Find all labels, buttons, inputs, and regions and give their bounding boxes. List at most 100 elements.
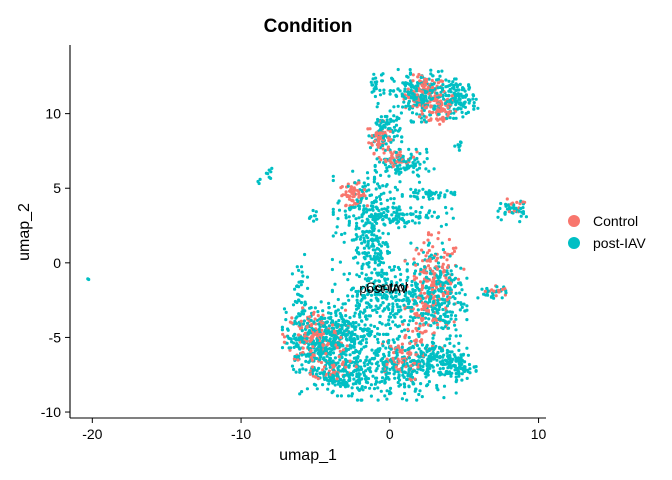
point-post-iav <box>323 337 327 341</box>
point-post-iav <box>446 366 450 370</box>
point-post-iav <box>471 104 476 108</box>
point-post-iav <box>395 221 399 225</box>
point-post-iav <box>330 289 334 294</box>
point-control <box>391 156 395 160</box>
point-post-iav <box>388 190 392 194</box>
point-control <box>512 209 516 213</box>
point-post-iav <box>368 386 372 390</box>
point-post-iav <box>456 366 461 371</box>
point-post-iav <box>397 147 401 151</box>
point-post-iav <box>498 206 502 211</box>
point-post-iav <box>334 310 338 314</box>
point-post-iav <box>378 293 382 297</box>
point-control <box>366 127 370 131</box>
point-post-iav <box>346 278 350 282</box>
point-control <box>386 145 390 149</box>
point-post-iav <box>369 383 373 387</box>
point-post-iav <box>372 324 377 329</box>
point-post-iav <box>439 255 443 259</box>
point-post-iav <box>417 180 422 184</box>
point-post-iav <box>389 197 393 201</box>
point-post-iav <box>399 111 403 115</box>
point-post-iav <box>363 323 367 327</box>
point-post-iav <box>439 191 443 195</box>
point-post-iav <box>432 167 436 171</box>
point-post-iav <box>356 246 360 250</box>
point-post-iav <box>476 296 480 300</box>
point-post-iav <box>383 134 387 138</box>
point-post-iav <box>330 267 334 272</box>
point-post-iav <box>303 300 307 304</box>
point-post-iav <box>301 312 306 316</box>
point-post-iav <box>421 250 425 254</box>
point-control <box>290 321 294 325</box>
point-post-iav <box>461 353 465 357</box>
point-post-iav <box>438 367 442 371</box>
point-post-iav <box>414 387 418 391</box>
point-post-iav <box>460 110 464 114</box>
point-post-iav <box>427 348 431 353</box>
point-post-iav <box>315 338 319 342</box>
point-control <box>353 188 357 192</box>
point-post-iav <box>389 268 394 272</box>
point-post-iav <box>397 324 401 328</box>
point-post-iav <box>392 340 396 344</box>
point-post-iav <box>430 214 434 218</box>
point-post-iav <box>421 365 425 369</box>
point-control <box>309 369 313 373</box>
point-post-iav <box>327 382 331 386</box>
point-post-iav <box>422 108 426 112</box>
point-control <box>439 79 443 83</box>
point-post-iav <box>396 104 400 108</box>
point-post-iav <box>373 212 377 216</box>
point-post-iav <box>394 93 398 97</box>
point-post-iav <box>367 246 371 250</box>
point-post-iav <box>454 391 458 395</box>
point-post-iav <box>486 293 490 297</box>
point-post-iav <box>467 87 471 91</box>
point-control <box>436 81 440 85</box>
point-post-iav <box>416 173 420 177</box>
point-post-iav <box>386 209 390 213</box>
point-post-iav <box>365 317 369 321</box>
point-post-iav <box>402 375 406 379</box>
legend: Control post-IAV <box>568 213 646 251</box>
point-post-iav <box>340 325 344 329</box>
point-control <box>430 78 434 83</box>
point-post-iav <box>450 207 454 211</box>
point-control <box>321 321 325 325</box>
point-control <box>383 130 387 134</box>
point-post-iav <box>409 152 413 156</box>
point-post-iav <box>315 318 319 322</box>
point-control <box>403 259 407 263</box>
point-post-iav <box>356 289 360 293</box>
point-post-iav <box>412 194 416 198</box>
point-post-iav <box>367 279 371 283</box>
point-post-iav <box>465 376 469 380</box>
point-post-iav <box>448 363 452 367</box>
point-post-iav <box>313 349 317 353</box>
point-post-iav <box>457 143 461 147</box>
point-control <box>381 147 385 151</box>
point-post-iav <box>416 84 420 88</box>
point-control <box>439 99 443 103</box>
point-post-iav <box>448 98 452 102</box>
point-post-iav <box>400 329 404 333</box>
point-post-iav <box>269 170 273 174</box>
point-post-iav <box>406 104 410 108</box>
point-post-iav <box>463 293 467 297</box>
point-post-iav <box>415 398 419 402</box>
point-post-iav <box>435 383 439 388</box>
point-post-iav <box>443 314 447 318</box>
point-post-iav <box>382 222 386 226</box>
point-post-iav <box>450 350 454 354</box>
point-control <box>509 202 513 206</box>
point-post-iav <box>419 97 423 102</box>
x-tick-label: -10 <box>231 426 251 442</box>
point-post-iav <box>381 184 385 188</box>
point-post-iav <box>436 326 440 330</box>
point-post-iav <box>327 301 331 305</box>
point-post-iav <box>398 180 402 184</box>
point-post-iav <box>344 213 348 217</box>
x-tick-label: 0 <box>386 426 394 442</box>
